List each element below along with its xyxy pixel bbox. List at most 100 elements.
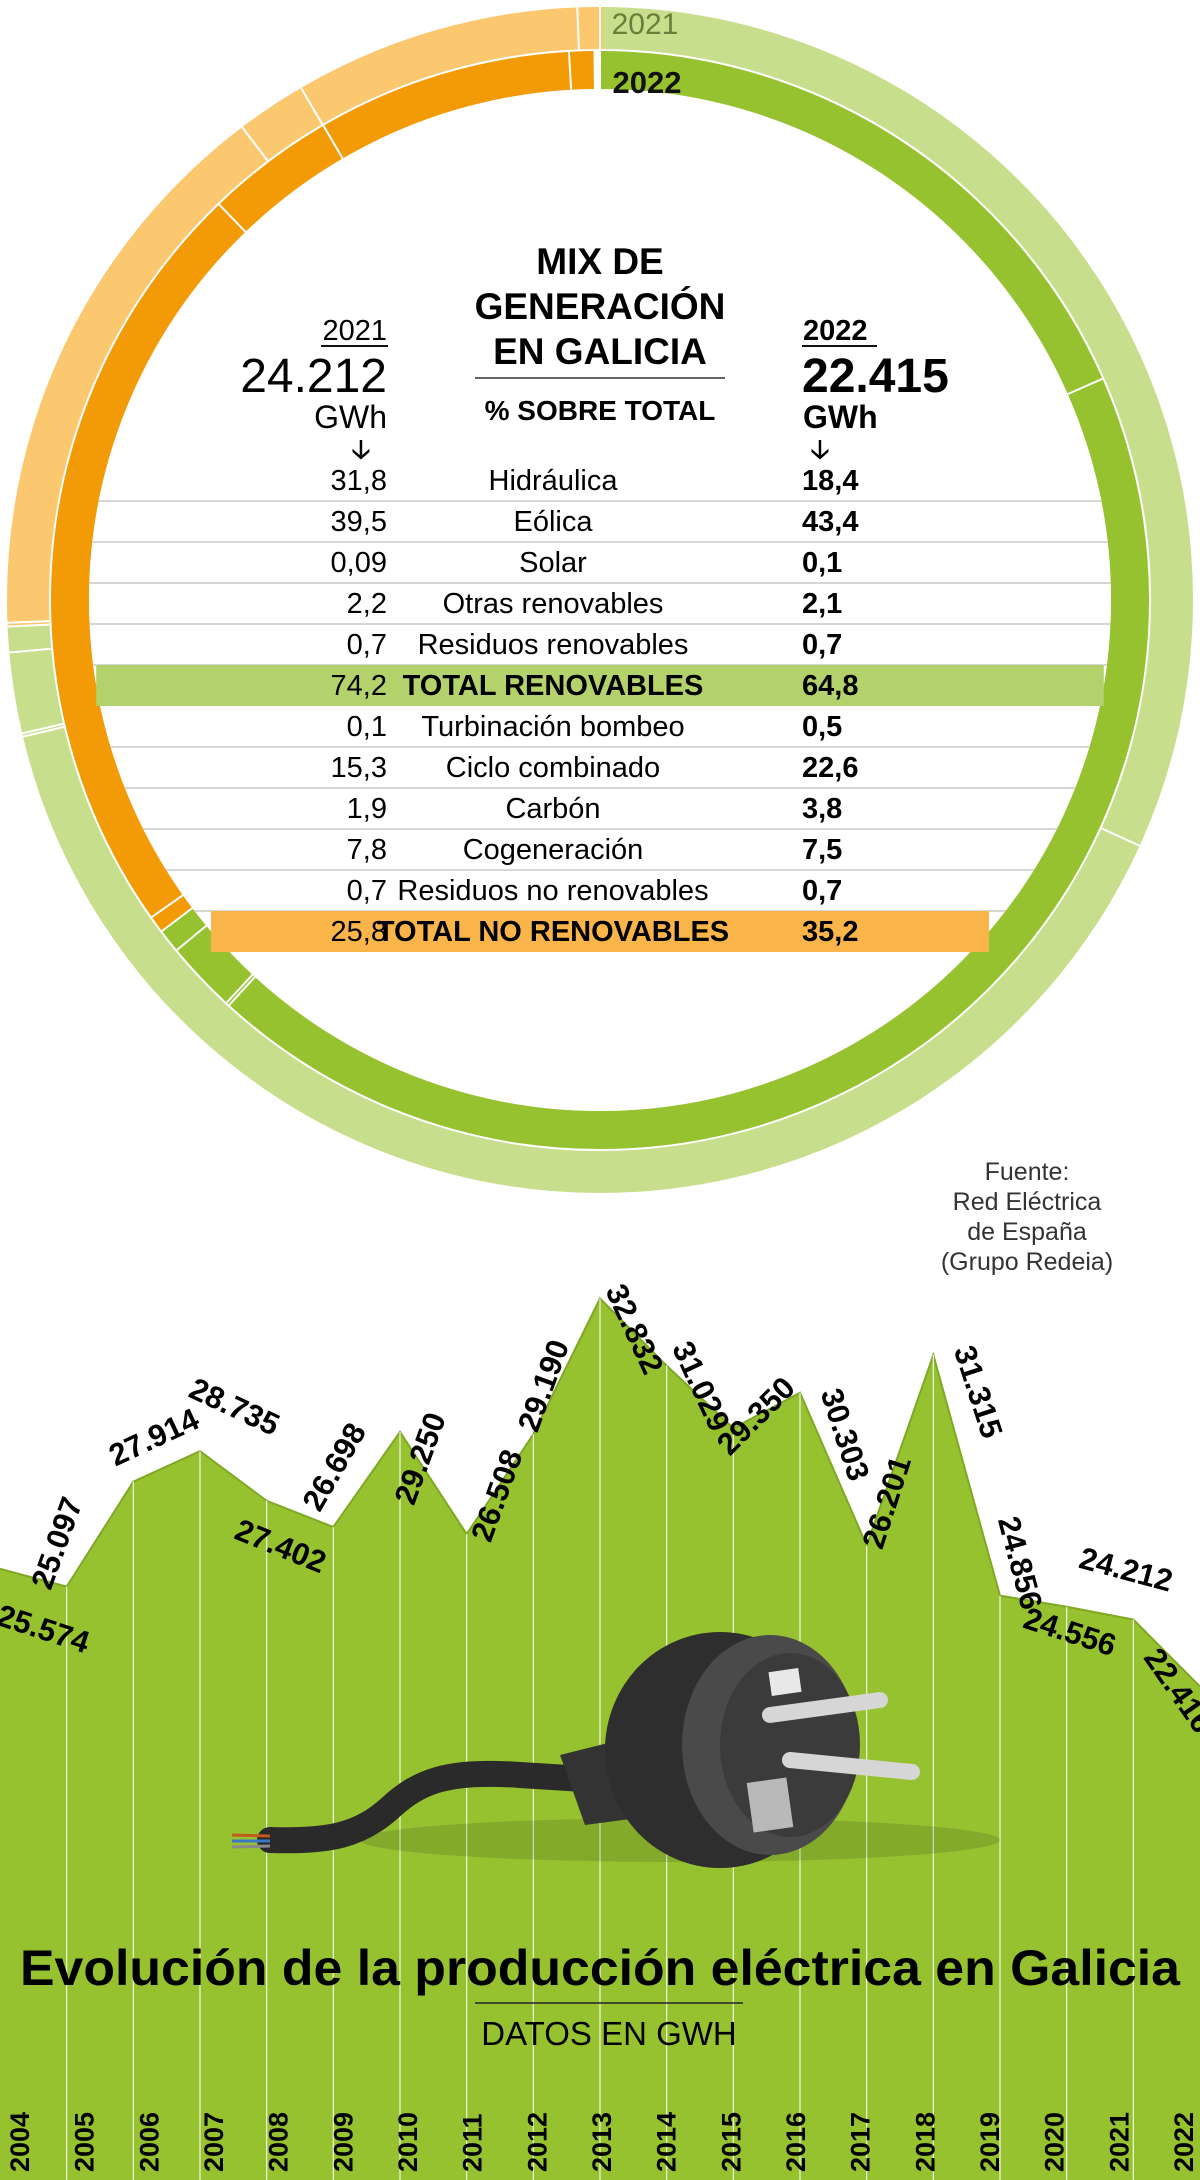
mix-row-2022-value: 64,8 (802, 670, 858, 702)
mix-title-line-1: MIX DE (536, 241, 663, 282)
mix-row-2021-value: 39,5 (331, 506, 387, 538)
source-line-4: (Grupo Redeia) (941, 1248, 1113, 1276)
value-label: 31.315 (947, 1341, 1010, 1442)
year-tick-label: 2011 (458, 2113, 488, 2172)
mix-row-2021-value: 7,8 (347, 834, 387, 866)
year-tick-label: 2020 (1040, 2112, 1070, 2172)
right-year: 2022 (803, 315, 868, 347)
chart-subtitle: DATOS EN GWH (481, 2015, 736, 2052)
mix-row: 0,1 Turbinación bombeo 0,5 (110, 711, 1090, 748)
mix-row-2021-value: 74,2 (331, 670, 387, 702)
mix-row: 2,2 Otras renovables 2,1 (89, 588, 1111, 625)
mix-subtitle: % SOBRE TOTAL (485, 395, 716, 426)
mix-row-2022-value: 0,1 (802, 547, 842, 579)
year-tick-label: 2017 (846, 2112, 876, 2172)
mix-row-label: Turbinación bombeo (421, 711, 684, 743)
mix-row-highlight (96, 665, 1104, 706)
mix-row-2021-value: 1,9 (347, 793, 387, 825)
mix-row: 31,8 Hidráulica 18,4 (98, 465, 1102, 502)
year-tick-label: 2007 (199, 2112, 229, 2172)
mix-row-2021-value: 0,1 (347, 711, 387, 743)
year-tick-label: 2014 (652, 2112, 682, 2172)
year-tick-label: 2009 (328, 2112, 358, 2172)
right-unit: GWh (803, 399, 878, 435)
ring-2022-separator (228, 976, 256, 1006)
mix-row-label: Hidráulica (489, 465, 619, 497)
year-tick-label: 2005 (70, 2112, 100, 2172)
chart-title: Evolución de la producción eléctrica en … (20, 1940, 1181, 1996)
mix-row-label: Solar (519, 547, 587, 579)
left-total: 24.212 (240, 350, 387, 403)
ring-2021-separator (9, 647, 52, 654)
ring-2021-separator (22, 725, 65, 738)
ring-label-2021: 2021 (612, 8, 679, 41)
mix-row-label: Cogeneración (463, 834, 644, 866)
left-unit: GWh (314, 399, 387, 435)
source-note: Fuente: Red Eléctrica de España (Grupo R… (941, 1158, 1113, 1276)
mix-row-label: Residuos renovables (418, 629, 689, 661)
ring-2022-segment (51, 51, 1149, 1149)
mix-table: 31,8 Hidráulica 18,4 39,5 Eólica 43,4 0,09 Sola… (89, 465, 1111, 952)
mix-row-label: TOTAL RENOVABLES (403, 670, 704, 702)
mix-row-label: Otras renovables (443, 588, 664, 620)
source-line-1: Fuente: (985, 1158, 1070, 1186)
mix-title-line-3: EN GALICIA (493, 331, 707, 372)
donut-center (89, 89, 1111, 1111)
mix-row: 15,3 Ciclo combinado 22,6 (124, 752, 1076, 789)
value-label: 24.212 (1076, 1540, 1177, 1598)
mix-row: 7,8 Cogeneración 7,5 (166, 834, 1034, 871)
mix-title-line-2: GENERACIÓN (475, 285, 726, 327)
mix-row-2021-value: 2,2 (347, 588, 387, 620)
chart-title-block: Evolución de la producción eléctrica en … (20, 1940, 1181, 2052)
mix-row-label: Eólica (514, 506, 594, 538)
mix-row-2021-value: 0,7 (347, 629, 387, 661)
mix-row-2022-value: 18,4 (802, 465, 858, 497)
year-tick-label: 2016 (781, 2112, 811, 2172)
ring-2022-separator (322, 125, 344, 160)
year-tick-label: 2021 (1104, 2112, 1134, 2172)
right-arrow-icon: 🡣 (811, 434, 830, 464)
year-tick-label: 2019 (975, 2112, 1005, 2172)
mix-row-2022-value: 7,5 (802, 834, 842, 866)
mix-row-2022-value: 35,2 (802, 916, 858, 948)
source-line-2: Red Eléctrica (953, 1188, 1102, 1216)
ring-year-labels: 2021 2022 (612, 8, 682, 100)
mix-row-label: TOTAL NO RENOVABLES (377, 916, 729, 948)
ring-2021-separator (7, 623, 50, 628)
left-arrow-icon: 🡣 (352, 434, 371, 464)
ring-2021-separator (300, 87, 324, 125)
year-tick-label: 2010 (393, 2112, 423, 2172)
year-tick-label: 2015 (716, 2112, 746, 2172)
plug-illustration (231, 1632, 1000, 1868)
year-axis: 2004 2005 2006 2007 2008 2009 2010 2011 2012 2013… (5, 2112, 1199, 2172)
mix-row-2022-value: 0,7 (802, 875, 842, 907)
mix-row: 1,9 Carbón 3,8 (143, 793, 1057, 830)
year-tick-label: 2012 (522, 2112, 552, 2172)
ring-2022-separator (161, 907, 193, 932)
ring-2021-separator (241, 126, 269, 162)
mix-row-2022-value: 2,1 (802, 588, 842, 620)
ring-2021-separator (1101, 827, 1141, 847)
ring-2021-segment (7, 7, 1193, 1193)
mix-row-2022-value: 43,4 (802, 506, 858, 538)
mix-row: 0,7 Residuos no renovables 0,7 (194, 875, 1006, 912)
mix-row: 0,09 Solar 0,1 (89, 547, 1111, 584)
left-year: 2021 (322, 315, 387, 347)
ring-2021-separator (21, 722, 64, 735)
mix-row: 74,2 TOTAL RENOVABLES 64,8 (96, 665, 1104, 706)
year-tick-label: 2018 (910, 2112, 940, 2172)
mix-row-2021-value: 0,09 (331, 547, 387, 579)
ring-label-2022: 2022 (613, 65, 682, 100)
mix-row-2021-value: 0,7 (347, 875, 387, 907)
ring-2022-separator (1067, 377, 1103, 396)
ring-2021-segment (7, 7, 1193, 1193)
year-tick-label: 2008 (264, 2112, 294, 2172)
mix-row-2021-value: 31,8 (331, 465, 387, 497)
ring-2022-separator (176, 924, 207, 951)
mix-row-2022-value: 0,5 (802, 711, 842, 743)
mix-row-highlight (211, 911, 989, 952)
right-total: 22.415 (802, 350, 949, 403)
ring-2021-separator (576, 7, 580, 50)
